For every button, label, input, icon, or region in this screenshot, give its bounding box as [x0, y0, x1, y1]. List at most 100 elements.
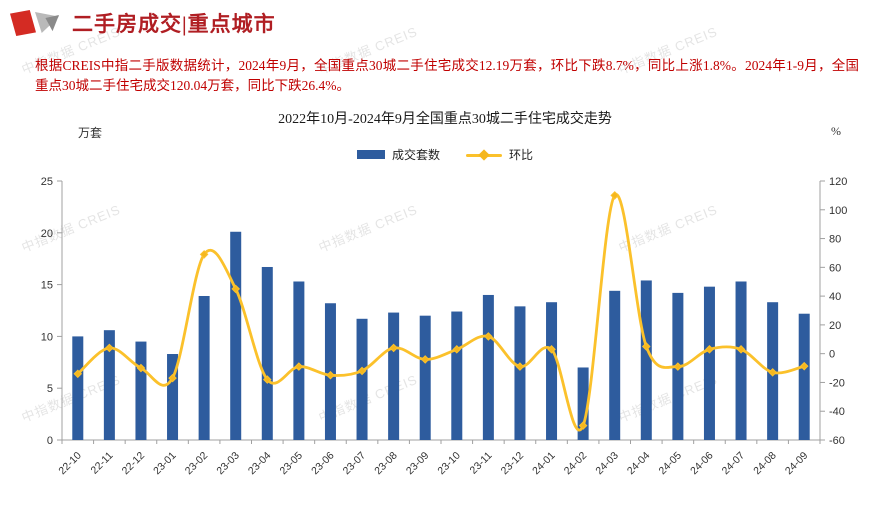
x-axis-label-23-10: 23-10: [435, 450, 463, 478]
chart-legend: 成交套数 环比: [0, 146, 890, 163]
right-axis-tick-label: 120: [829, 176, 847, 188]
legend-item-bar: 成交套数: [356, 146, 440, 163]
x-axis-label-23-08: 23-08: [372, 450, 400, 478]
right-axis-tick-label: 0: [829, 349, 835, 361]
right-axis-tick-label: 60: [829, 262, 841, 274]
bar-23-03: [230, 231, 242, 440]
right-axis-tick-label: -20: [829, 377, 845, 389]
bar-24-01: [546, 302, 558, 440]
huanbi-line: [76, 193, 806, 432]
header: 二手房成交|重点城市: [10, 8, 276, 38]
huanbi-point-22-11: [105, 343, 114, 353]
huanbi-point-24-09: [799, 361, 809, 371]
x-axis-label-23-02: 23-02: [183, 450, 211, 478]
bar-23-11: [482, 294, 494, 440]
bar-24-02: [577, 367, 589, 440]
bar-22-10: [72, 336, 84, 440]
huanbi-point-23-12: [515, 362, 525, 371]
x-axis-label-22-11: 22-11: [89, 450, 116, 477]
bar-24-06: [703, 286, 715, 440]
bar-22-12: [135, 341, 147, 440]
huanbi-point-23-06: [326, 370, 335, 380]
x-axis-label-23-06: 23-06: [309, 450, 337, 478]
bar-23-09: [419, 315, 431, 440]
right-axis-tick-label: 40: [829, 291, 841, 303]
huanbi-point-24-01: [547, 345, 556, 354]
x-axis-label-24-03: 24-03: [593, 450, 621, 478]
huanbi-point-23-02: [199, 250, 209, 259]
left-axis-tick-label: 5: [47, 383, 53, 395]
x-axis-label-24-08: 24-08: [751, 450, 779, 478]
creis-logo-icon: [10, 8, 62, 38]
bar-22-11: [103, 330, 115, 440]
bar-23-01: [167, 354, 179, 440]
x-axis-label-24-06: 24-06: [688, 450, 716, 478]
x-axis-label-24-02: 24-02: [562, 450, 590, 478]
huanbi-point-23-09: [420, 355, 430, 364]
x-axis-label-23-01: 23-01: [151, 450, 179, 478]
legend-bar-label: 成交套数: [391, 148, 440, 162]
left-axis-unit: 万套: [78, 126, 103, 140]
x-axis-label-22-10: 22-10: [56, 450, 84, 478]
left-axis-tick-label: 20: [41, 228, 53, 240]
left-axis-tick-label: 15: [41, 280, 53, 292]
huanbi-point-22-10: [73, 369, 83, 379]
huanbi-point-24-02: [578, 421, 588, 430]
legend-line-swatch: [466, 148, 502, 161]
bar-23-04: [261, 266, 273, 440]
huanbi-point-23-10: [452, 345, 462, 354]
right-axis-tick-label: -60: [829, 435, 845, 447]
bar-23-12: [514, 306, 526, 440]
x-axis-label-23-11: 23-11: [468, 450, 495, 477]
x-axis-label-22-12: 22-12: [120, 450, 148, 478]
huanbi-point-22-12: [136, 363, 146, 373]
huanbi-point-24-08: [768, 368, 777, 377]
x-axis-label-23-05: 23-05: [278, 450, 306, 478]
right-axis-unit: %: [831, 124, 841, 138]
bar-24-09: [798, 313, 810, 440]
x-axis-label-24-04: 24-04: [625, 450, 653, 478]
page-title: 二手房成交|重点城市: [72, 12, 276, 36]
left-axis-tick-label: 10: [41, 331, 53, 343]
huanbi-point-23-01: [168, 373, 177, 383]
x-axis-label-24-05: 24-05: [657, 450, 685, 478]
legend-bar-swatch: [356, 150, 385, 159]
x-axis-label-24-07: 24-07: [720, 450, 748, 478]
huanbi-point-23-03: [231, 284, 241, 294]
right-axis-tick-label: 20: [829, 320, 841, 332]
x-axis-label-23-12: 23-12: [499, 450, 527, 478]
x-axis-label-23-09: 23-09: [404, 450, 432, 478]
bar-23-02: [198, 295, 210, 440]
summary-text: 根据CREIS中指二手版数据统计，2024年9月，全国重点30城二手住宅成交12…: [35, 58, 859, 93]
bar-24-04: [640, 280, 652, 440]
huanbi-point-23-07: [357, 366, 367, 376]
huanbi-point-24-07: [736, 345, 746, 354]
x-axis-label-23-03: 23-03: [214, 450, 242, 478]
legend-item-line: 环比: [466, 146, 533, 163]
huanbi-point-24-04: [641, 342, 651, 351]
bar-23-08: [388, 312, 400, 440]
right-axis-tick-label: -40: [829, 406, 845, 418]
x-axis-label-24-01: 24-01: [530, 450, 558, 478]
x-axis-label-23-07: 23-07: [341, 450, 369, 478]
huanbi-point-23-04: [262, 375, 272, 384]
right-axis-tick-label: 100: [829, 205, 847, 217]
huanbi-point-23-05: [294, 362, 304, 371]
x-axis-label-24-09: 24-09: [783, 450, 811, 478]
bar-24-03: [609, 290, 621, 440]
right-axis-tick-label: 80: [829, 234, 841, 246]
chart-title: 2022年10月-2024年9月全国重点30城二手住宅成交走势: [278, 112, 612, 127]
huanbi-point-24-03: [610, 191, 620, 200]
legend-line-label: 环比: [509, 148, 534, 162]
left-axis-tick-label: 0: [47, 435, 53, 447]
huanbi-point-23-08: [389, 343, 398, 353]
huanbi-point-23-11: [484, 332, 493, 341]
huanbi-point-24-06: [705, 345, 714, 354]
bar-23-10: [451, 311, 463, 440]
bar-24-07: [735, 281, 747, 440]
bar-23-07: [356, 318, 368, 440]
x-axis-label-23-04: 23-04: [246, 450, 274, 478]
huanbi-point-24-05: [673, 362, 683, 371]
